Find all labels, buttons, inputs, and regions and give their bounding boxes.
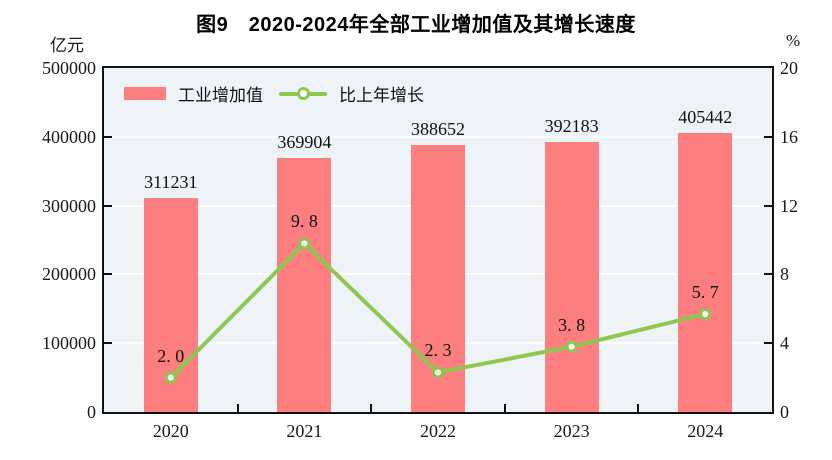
gridline: [104, 135, 772, 138]
left-axis-tick: [104, 204, 112, 207]
legend-line-label: 比上年增长: [339, 86, 424, 105]
line-value-label: 5. 7: [691, 281, 719, 302]
left-axis-tick-label: 0: [87, 402, 96, 422]
left-axis-tick-label: 100000: [42, 333, 96, 354]
bottom-axis-tick: [370, 404, 373, 412]
right-axis-tick: [764, 273, 772, 276]
left-axis-tick: [104, 273, 112, 276]
plot-area: 311231 369904 388652 392183 405442 2. 0 9. 8 2.…: [102, 66, 774, 414]
bar-2021: [277, 157, 332, 412]
plot-inner: 311231 369904 388652 392183 405442 2. 0 9. 8 2.…: [104, 68, 772, 412]
line-marker: [699, 307, 712, 320]
right-axis-tick-label: 20: [780, 58, 798, 78]
right-axis-tick-label: 8: [780, 264, 789, 285]
line-value-label: 2. 3: [424, 340, 452, 361]
bottom-axis-tick: [236, 404, 239, 412]
line-marker: [298, 237, 311, 250]
line-value-label: 9. 8: [290, 211, 318, 232]
x-axis-category-label: 2024: [687, 421, 724, 441]
bar-value-label: 388652: [411, 118, 465, 139]
left-axis-tick-label: 500000: [42, 58, 96, 78]
bar-value-label: 369904: [277, 131, 332, 152]
right-axis-tick: [764, 135, 772, 138]
x-axis-category-label: 2021: [286, 421, 323, 441]
legend-line-marker-icon: [297, 87, 310, 100]
line-marker: [565, 340, 578, 353]
line-marker: [432, 366, 444, 379]
x-axis-category-label: 2022: [420, 421, 456, 441]
bar-2024: [678, 133, 733, 412]
growth-line-svg: [164, 237, 712, 384]
right-axis-tick-label: 0: [780, 402, 789, 422]
chart-title: 图9 2020-2024年全部工业增加值及其增长速度: [196, 14, 636, 36]
right-axis-unit-label: %: [786, 31, 801, 50]
legend-bar-swatch-icon: [124, 87, 166, 100]
bar-value-label: 311231: [144, 171, 198, 192]
line-value-label: 3. 8: [558, 314, 586, 335]
left-axis-tick-label: 400000: [42, 126, 96, 147]
x-axis-category-label: 2020: [152, 421, 189, 441]
right-axis-tick-label: 12: [780, 195, 798, 216]
left-axis-unit-label: 亿元: [50, 36, 84, 55]
bar-value-label: 392183: [544, 116, 599, 137]
line-marker: [164, 371, 177, 384]
left-axis-tick: [104, 342, 112, 345]
bottom-axis-tick: [637, 404, 640, 412]
legend: 工业增加值 比上年增长: [124, 81, 424, 106]
bottom-axis-tick: [503, 404, 506, 412]
left-axis-tick-label: 300000: [42, 195, 96, 216]
bar-value-label: 405442: [678, 107, 733, 128]
right-axis-tick: [764, 342, 772, 345]
bar-2023: [544, 142, 599, 412]
right-axis-tick: [764, 204, 772, 207]
legend-line-swatch-icon: [279, 87, 327, 100]
left-axis-tick-label: 200000: [42, 264, 96, 285]
right-axis-tick-label: 4: [780, 333, 789, 354]
x-axis-category-label: 2023: [553, 421, 590, 441]
line-value-label: 2. 0: [157, 345, 185, 366]
right-axis-tick-label: 16: [780, 126, 798, 147]
legend-bar-label: 工业增加值: [178, 86, 263, 105]
left-axis-tick: [104, 135, 112, 138]
